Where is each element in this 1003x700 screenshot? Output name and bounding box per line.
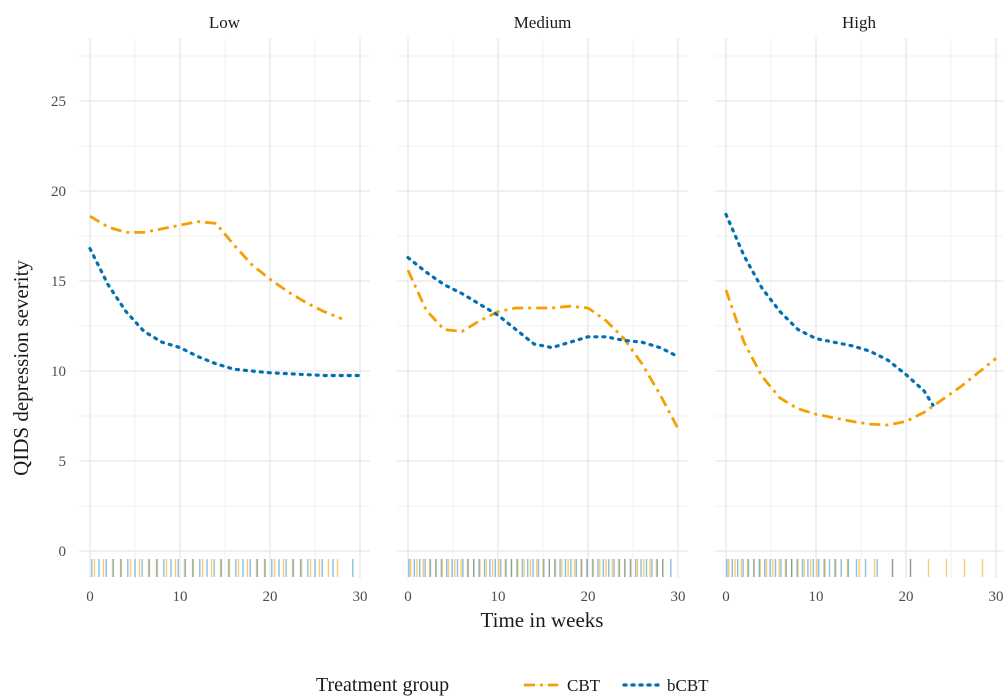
panel-high: High 0 10 20 30 [715, 13, 1003, 605]
rug [726, 559, 984, 577]
x-tick-label: 30 [353, 589, 368, 605]
series-line-cbt [406, 269, 680, 430]
legend: Treatment group CBT bCBT [316, 674, 709, 696]
x-tick-label: 0 [404, 589, 412, 605]
series-line-cbt [724, 289, 997, 427]
x-axis-title: Time in weeks [481, 608, 604, 632]
y-axis: 0 5 10 15 20 25 [51, 94, 66, 560]
series-line-bcbt [406, 256, 680, 359]
panel-title: Low [209, 13, 241, 32]
x-tick-label: 10 [173, 589, 188, 605]
legend-key-cbt: CBT [522, 676, 601, 695]
legend-label: bCBT [667, 676, 709, 695]
panel-title: Medium [514, 13, 572, 32]
x-tick-label: 0 [722, 589, 730, 605]
x-tick-label: 20 [263, 589, 278, 605]
rug [408, 559, 672, 577]
y-tick-label: 25 [51, 94, 66, 110]
rug [91, 559, 354, 577]
y-tick-label: 20 [51, 184, 66, 200]
panel-title: High [842, 13, 877, 32]
x-tick-label: 20 [581, 589, 596, 605]
y-axis-title: QIDS depression severity [9, 260, 33, 476]
series-line-cbt [89, 214, 343, 321]
x-tick-label: 10 [491, 589, 506, 605]
series-line-bcbt [88, 247, 362, 378]
x-tick-label: 30 [671, 589, 686, 605]
legend-title: Treatment group [316, 674, 449, 696]
panels-layer: Low 0 10 20 30 Medium 0 10 20 30 High 0 10 20 30 [79, 13, 1003, 605]
y-tick-label: 5 [59, 454, 67, 470]
panel-medium: Medium 0 10 20 30 [397, 13, 688, 605]
x-tick-label: 10 [809, 589, 824, 605]
x-tick-label: 20 [899, 589, 914, 605]
y-tick-label: 10 [51, 364, 66, 380]
panel-low: Low 0 10 20 30 [79, 13, 370, 605]
legend-label: CBT [567, 676, 601, 695]
legend-key-bcbt: bCBT [622, 676, 709, 695]
x-tick-label: 30 [989, 589, 1003, 605]
x-tick-label: 0 [86, 589, 94, 605]
y-tick-label: 0 [59, 544, 67, 560]
series-line-bcbt [724, 212, 935, 407]
y-tick-label: 15 [51, 274, 66, 290]
